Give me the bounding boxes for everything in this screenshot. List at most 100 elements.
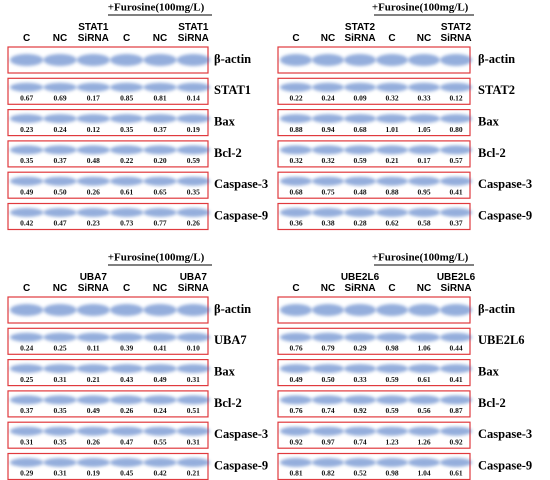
band-value: 0.65 bbox=[153, 187, 166, 196]
band bbox=[280, 176, 312, 186]
protein-label: Bax bbox=[478, 364, 500, 378]
blot-box bbox=[277, 327, 471, 355]
band-value: 0.56 bbox=[417, 406, 430, 415]
band bbox=[176, 304, 210, 316]
band bbox=[110, 82, 144, 92]
lane-label-line: SiRNA bbox=[78, 283, 109, 294]
blot-box bbox=[7, 77, 209, 105]
band-value: 0.82 bbox=[321, 469, 334, 478]
treatment-label: +Furosine(100mg/L) bbox=[372, 252, 469, 264]
band-value: 0.77 bbox=[153, 219, 166, 228]
band-value: 0.68 bbox=[289, 187, 302, 196]
lane-label-line: SiRNA bbox=[440, 283, 471, 294]
band-value: 0.42 bbox=[20, 219, 33, 228]
band bbox=[76, 364, 110, 374]
band-value: 0.37 bbox=[449, 219, 462, 228]
protein-label: UBA7 bbox=[214, 333, 247, 347]
blot-row: 0.35 0.37 0.48 0.22 0.20 0.59 Bcl-2 bbox=[7, 140, 242, 168]
blot-box bbox=[277, 140, 471, 168]
band-value: 0.20 bbox=[153, 156, 166, 165]
band bbox=[110, 364, 144, 374]
band bbox=[10, 364, 44, 374]
band bbox=[143, 176, 177, 186]
band bbox=[408, 145, 440, 155]
band bbox=[376, 364, 408, 374]
band-value: 0.74 bbox=[321, 406, 334, 415]
band-value: 0.35 bbox=[53, 406, 66, 415]
band-value: 0.49 bbox=[153, 375, 166, 384]
band bbox=[376, 82, 408, 92]
band bbox=[344, 426, 376, 436]
band-value: 0.37 bbox=[153, 125, 166, 134]
band bbox=[376, 395, 408, 405]
protein-label: β-actin bbox=[478, 52, 515, 66]
band-value: 0.12 bbox=[87, 125, 100, 134]
band-value: 0.50 bbox=[321, 375, 334, 384]
band-value: 0.81 bbox=[289, 469, 302, 478]
band-value: 0.29 bbox=[20, 469, 33, 478]
lane-label-line: NC bbox=[417, 283, 431, 294]
band bbox=[110, 304, 144, 316]
lane-label-line: NC bbox=[53, 283, 67, 294]
band bbox=[312, 364, 344, 374]
protein-label: Bcl-2 bbox=[478, 396, 506, 410]
band-value: 0.47 bbox=[120, 437, 133, 446]
blot-row: 0.22 0.24 0.09 0.32 0.33 0.12 STAT2 bbox=[277, 77, 515, 105]
blot-row: 0.32 0.32 0.59 0.21 0.17 0.57 Bcl-2 bbox=[277, 140, 506, 168]
band-value: 0.75 bbox=[321, 187, 334, 196]
band-value: 0.92 bbox=[449, 437, 462, 446]
band-value: 0.67 bbox=[20, 94, 33, 103]
band bbox=[440, 82, 472, 92]
band-value: 0.23 bbox=[20, 125, 33, 134]
lane-label-line: NC bbox=[321, 283, 335, 294]
band bbox=[344, 304, 376, 316]
band bbox=[110, 114, 144, 124]
band bbox=[312, 208, 344, 217]
band bbox=[280, 458, 312, 467]
band-value: 1.26 bbox=[417, 437, 430, 446]
band bbox=[10, 304, 44, 316]
protein-label: Caspase-3 bbox=[478, 427, 532, 441]
blot-row: β-actin bbox=[7, 296, 251, 324]
band-value: 1.01 bbox=[385, 125, 398, 134]
band-value: 0.59 bbox=[385, 375, 398, 384]
protein-label: β-actin bbox=[478, 302, 515, 316]
band bbox=[10, 114, 44, 124]
protein-label: Bcl-2 bbox=[214, 146, 242, 160]
band bbox=[344, 364, 376, 374]
lane-label-line: C bbox=[23, 283, 30, 294]
blot-box bbox=[7, 359, 209, 387]
band-value: 0.35 bbox=[20, 156, 33, 165]
band-value: 0.37 bbox=[20, 406, 33, 415]
band-value: 0.76 bbox=[289, 344, 302, 353]
band bbox=[43, 304, 77, 316]
band bbox=[176, 364, 210, 374]
band bbox=[143, 332, 177, 342]
lane-label-line: SiRNA bbox=[344, 33, 375, 44]
band bbox=[76, 332, 110, 342]
blot-row: 0.25 0.31 0.21 0.43 0.49 0.31 Bax bbox=[7, 359, 236, 387]
band bbox=[376, 458, 408, 467]
band-value: 0.62 bbox=[385, 219, 398, 228]
band-value: 0.33 bbox=[417, 94, 430, 103]
lane-label-line: SiRNA bbox=[178, 33, 209, 44]
band bbox=[43, 145, 77, 155]
lane-label: C bbox=[292, 283, 299, 294]
lane-label-line: NC bbox=[417, 33, 431, 44]
band-value: 0.39 bbox=[120, 344, 133, 353]
blot-box bbox=[277, 202, 471, 231]
lane-label-line: C bbox=[123, 33, 130, 44]
band-value: 0.23 bbox=[87, 219, 100, 228]
protein-label: Caspase-9 bbox=[214, 208, 268, 222]
blot-row: 0.76 0.79 0.29 0.98 1.06 0.44 UBE2L6 bbox=[277, 327, 525, 355]
band bbox=[312, 426, 344, 436]
band bbox=[143, 82, 177, 92]
band-value: 0.24 bbox=[20, 344, 33, 353]
blot-box bbox=[277, 452, 471, 480]
band-value: 0.97 bbox=[321, 437, 334, 446]
band bbox=[344, 458, 376, 467]
band-value: 0.87 bbox=[449, 406, 462, 415]
band-value: 0.68 bbox=[353, 125, 366, 134]
